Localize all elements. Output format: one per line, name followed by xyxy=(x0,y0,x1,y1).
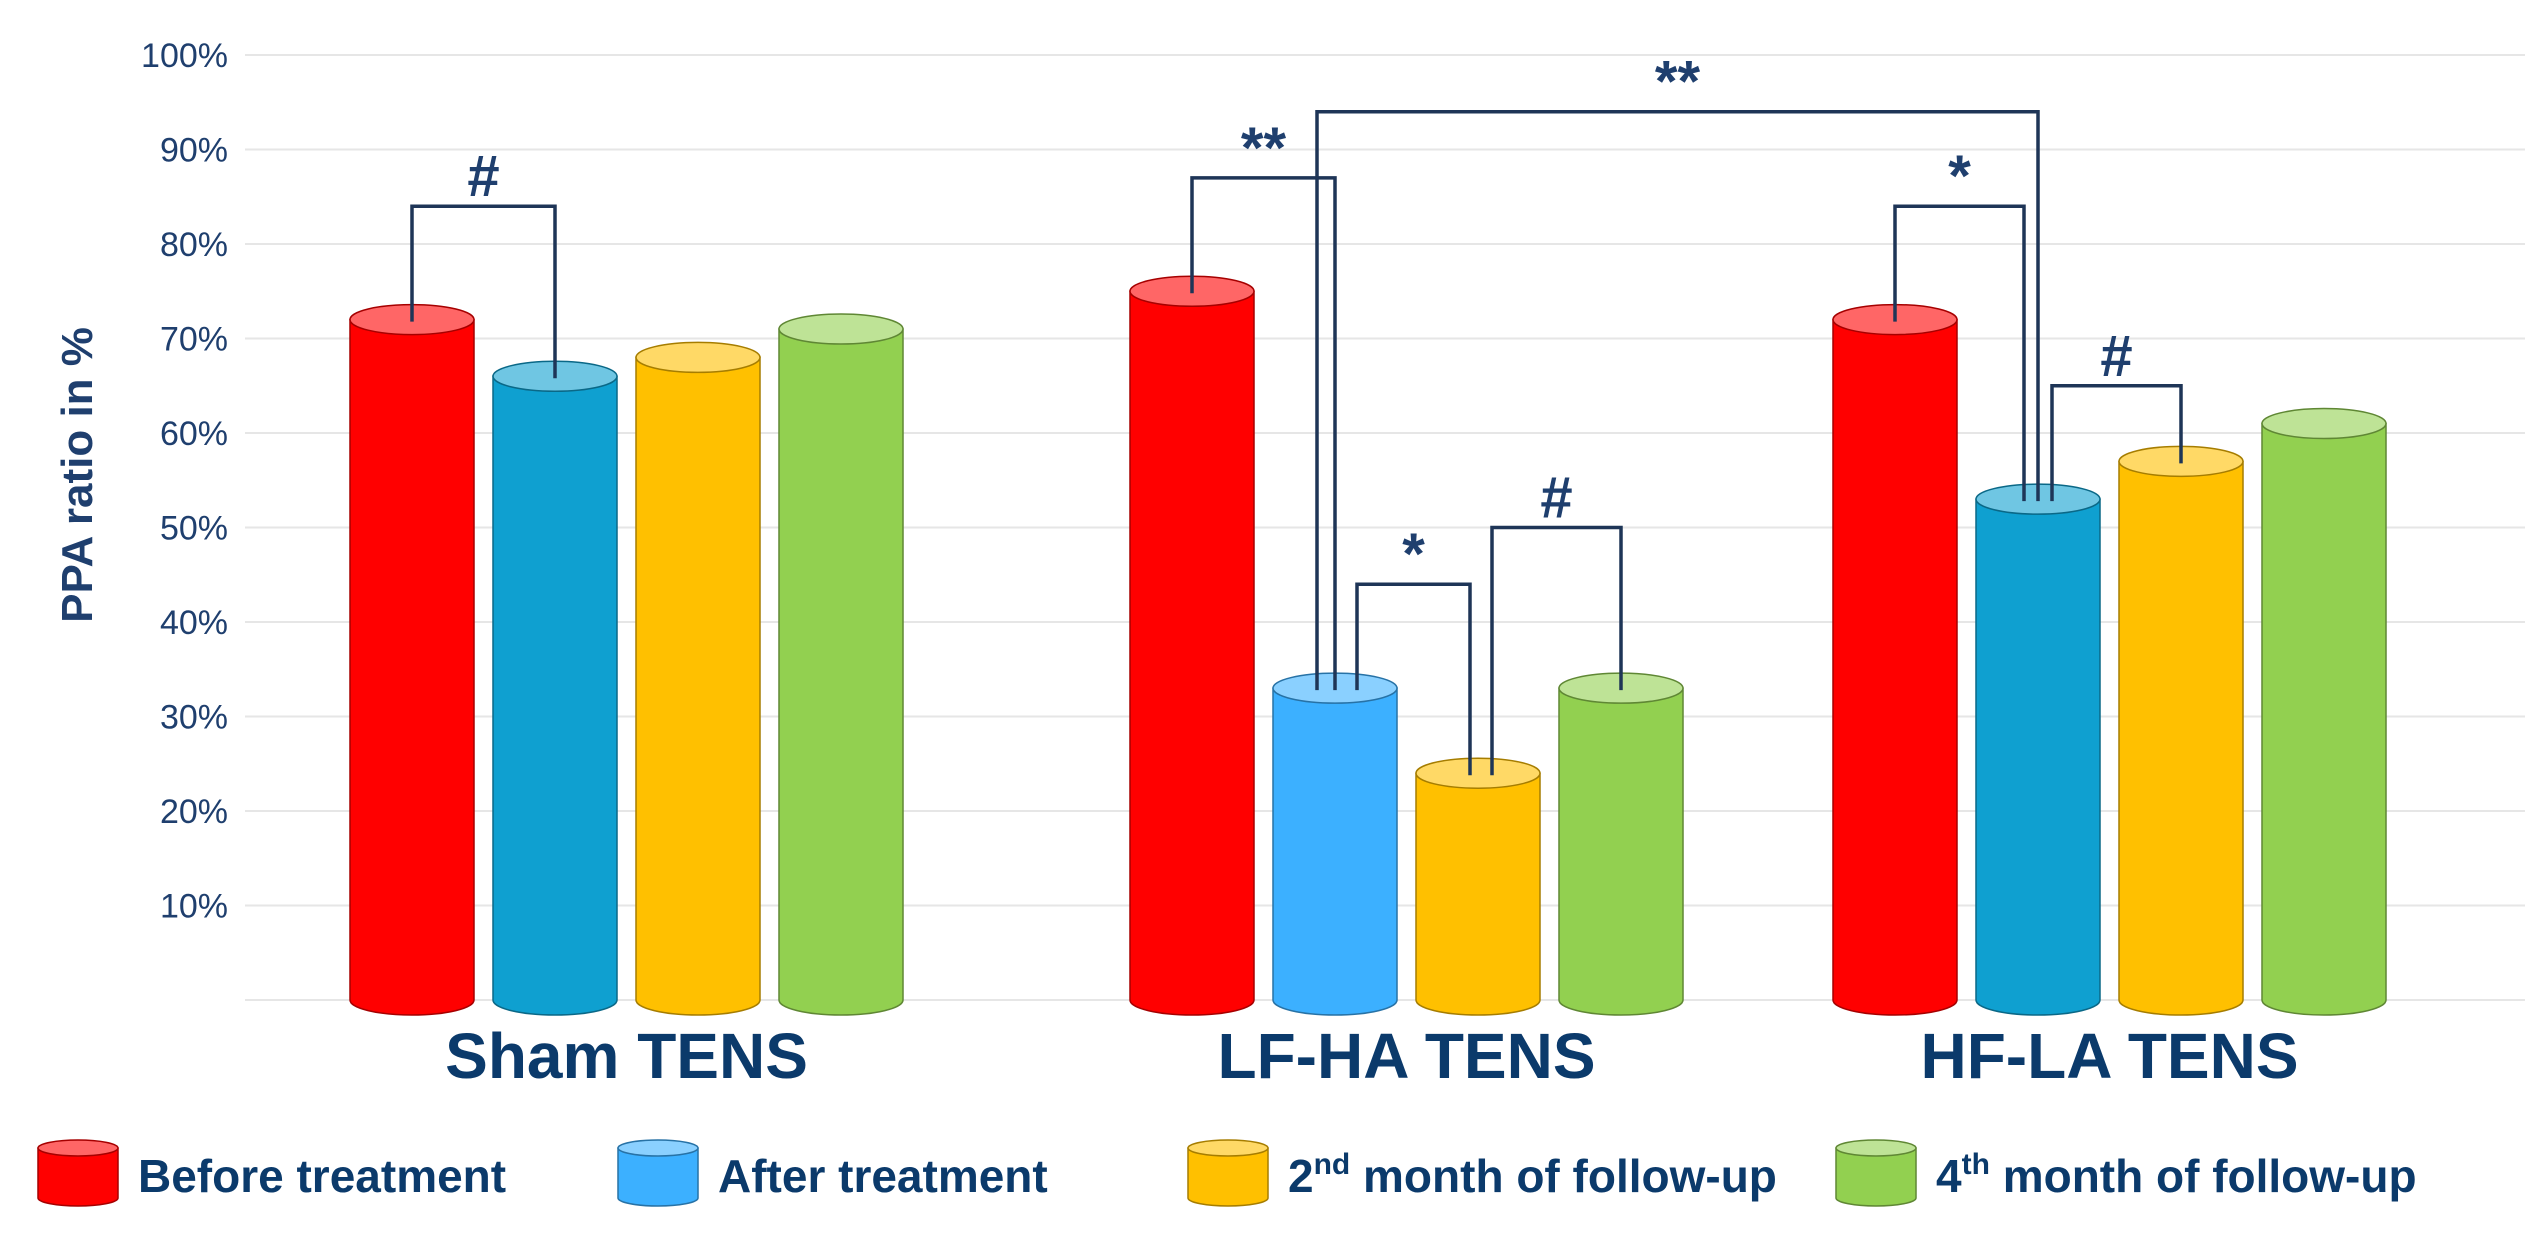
bar-body xyxy=(2261,422,2387,1016)
significance-label: # xyxy=(2100,324,2132,389)
significance-bracket: ** xyxy=(1190,116,1337,691)
legend-swatch-top xyxy=(37,1139,119,1157)
gridlines xyxy=(245,54,2525,1001)
category-label: LF-HA TENS xyxy=(1217,1020,1595,1092)
bar-body xyxy=(2118,460,2244,1016)
legend-swatch xyxy=(1835,1147,1917,1207)
bar-body xyxy=(635,356,761,1016)
bar xyxy=(1129,275,1255,1016)
bar xyxy=(1832,303,1958,1016)
bracket-line xyxy=(1893,204,2026,502)
y-tick-label: 20% xyxy=(160,793,228,831)
bar xyxy=(2118,445,2244,1016)
y-tick-label: 10% xyxy=(160,888,228,926)
bar xyxy=(1272,672,1398,1016)
bar xyxy=(349,303,475,1016)
significance-bracket: * xyxy=(1893,144,2026,502)
significance-label: * xyxy=(1402,522,1425,587)
significance-bracket: # xyxy=(1490,466,1623,776)
legend-label: 4th month of follow-up xyxy=(1936,1148,2417,1202)
legend-swatch xyxy=(617,1147,699,1207)
bar xyxy=(2261,407,2387,1016)
y-tick-label: 50% xyxy=(160,510,228,548)
y-tick-label: 40% xyxy=(160,604,228,642)
significance-bracket: ** xyxy=(1315,50,2040,691)
significance-label: * xyxy=(1948,144,1971,209)
bar-body xyxy=(349,318,475,1016)
bracket-line xyxy=(1190,176,1337,691)
legend-label: After treatment xyxy=(718,1150,1048,1202)
legend-label: 2nd month of follow-up xyxy=(1288,1148,1777,1202)
y-tick-label: 60% xyxy=(160,415,228,453)
bar-body xyxy=(1129,290,1255,1016)
legend-swatch xyxy=(1187,1147,1269,1207)
bar-body xyxy=(1832,318,1958,1016)
y-tick-label: 90% xyxy=(160,132,228,170)
bar xyxy=(778,313,904,1016)
bar xyxy=(1415,757,1541,1016)
significance-bracket: # xyxy=(410,144,557,379)
y-axis-label: PPA ratio in % xyxy=(53,327,102,623)
bar-body xyxy=(1272,687,1398,1016)
bar-body xyxy=(492,375,618,1016)
legend: Before treatment After treatment 2nd month… xyxy=(37,1139,2417,1207)
bar-body xyxy=(1415,772,1541,1016)
bar-top xyxy=(2261,407,2387,440)
group-labels: Sham TENS LF-HA TENS HF-LA TENS xyxy=(445,1020,2298,1092)
legend-item: After treatment xyxy=(617,1139,1048,1207)
bracket-line xyxy=(1315,109,2040,691)
legend-item: 4th month of follow-up xyxy=(1835,1139,2417,1207)
bracket-line xyxy=(2050,384,2183,502)
legend-swatch-top xyxy=(1187,1139,1269,1157)
significance-label: ** xyxy=(1241,116,1287,181)
category-label: HF-LA TENS xyxy=(1920,1020,2298,1092)
legend-swatch-top xyxy=(1835,1139,1917,1157)
significance-label: ** xyxy=(1655,50,1701,115)
y-axis-ticks: 10% 20% 30% 40% 50% 60% 70% 80% 90% 100% xyxy=(141,37,228,926)
y-tick-label: 30% xyxy=(160,699,228,737)
significance-bracket: * xyxy=(1355,522,1472,776)
category-label: Sham TENS xyxy=(445,1020,808,1092)
bracket-line xyxy=(1490,525,1623,776)
bar xyxy=(492,360,618,1016)
y-tick-label: 80% xyxy=(160,226,228,264)
bar-top xyxy=(1415,757,1541,789)
bar-top xyxy=(778,313,904,345)
significance-bracket: # xyxy=(2050,324,2183,502)
bars xyxy=(349,275,2387,1016)
bar xyxy=(1558,672,1684,1016)
bar-body xyxy=(778,328,904,1016)
legend-item: Before treatment xyxy=(37,1139,506,1207)
legend-item: 2nd month of follow-up xyxy=(1187,1139,1777,1207)
bar-top xyxy=(635,341,761,374)
legend-label: Before treatment xyxy=(138,1150,506,1202)
bar-body xyxy=(1558,687,1684,1016)
significance-label: # xyxy=(1540,466,1572,531)
bar xyxy=(1975,483,2101,1016)
significance-label: # xyxy=(467,144,499,209)
y-tick-label: 100% xyxy=(141,37,228,75)
legend-swatch xyxy=(37,1147,119,1207)
bar xyxy=(635,341,761,1016)
significance-brackets: # ***#***# xyxy=(410,50,2183,776)
legend-swatch-top xyxy=(617,1139,699,1157)
bracket-line xyxy=(1355,582,1472,776)
bracket-line xyxy=(410,204,557,379)
bar-body xyxy=(1975,498,2101,1016)
y-tick-label: 70% xyxy=(160,321,228,359)
